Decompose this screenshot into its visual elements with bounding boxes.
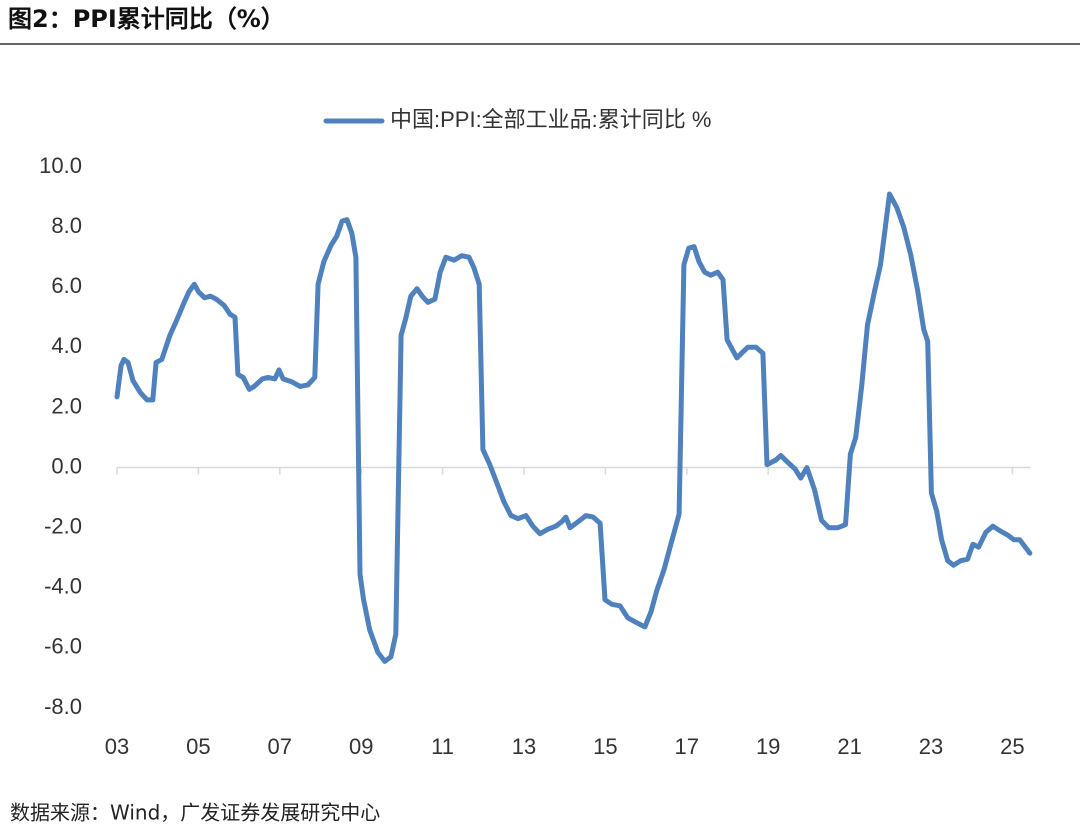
x-tick-label: 11: [431, 734, 454, 759]
x-tick-label: 15: [593, 734, 617, 759]
y-tick-label: -8.0: [44, 694, 82, 719]
x-tick-label: 09: [349, 734, 373, 759]
y-tick-label: -6.0: [44, 634, 82, 659]
x-tick-label: 03: [105, 734, 129, 759]
y-tick-label: 8.0: [51, 213, 82, 238]
y-tick-label: 4.0: [51, 333, 82, 358]
chart-title: 图2：PPI累计同比（%）: [8, 5, 285, 33]
y-tick-label: 10.0: [39, 153, 82, 178]
legend-label: 中国:PPI:全部工业品:累计同比 %: [390, 107, 711, 132]
x-tick-label: 07: [268, 734, 292, 759]
x-tick-label: 19: [756, 734, 780, 759]
x-tick-label: 17: [675, 734, 699, 759]
source-note: 数据来源：Wind，广发证券发展研究中心: [10, 801, 380, 825]
x-tick-label: 25: [1000, 734, 1024, 759]
y-tick-label: 0.0: [51, 453, 82, 478]
x-tick-label: 05: [186, 734, 210, 759]
x-tick-label: 13: [512, 734, 536, 759]
line-series: [114, 191, 1033, 664]
y-tick-label: 6.0: [51, 273, 82, 298]
y-tick-label: -2.0: [44, 513, 82, 538]
x-tick-label: 23: [919, 734, 943, 759]
y-tick-label: 2.0: [51, 393, 82, 418]
y-tick-label: -4.0: [44, 574, 82, 599]
x-tick-label: 21: [837, 734, 861, 759]
